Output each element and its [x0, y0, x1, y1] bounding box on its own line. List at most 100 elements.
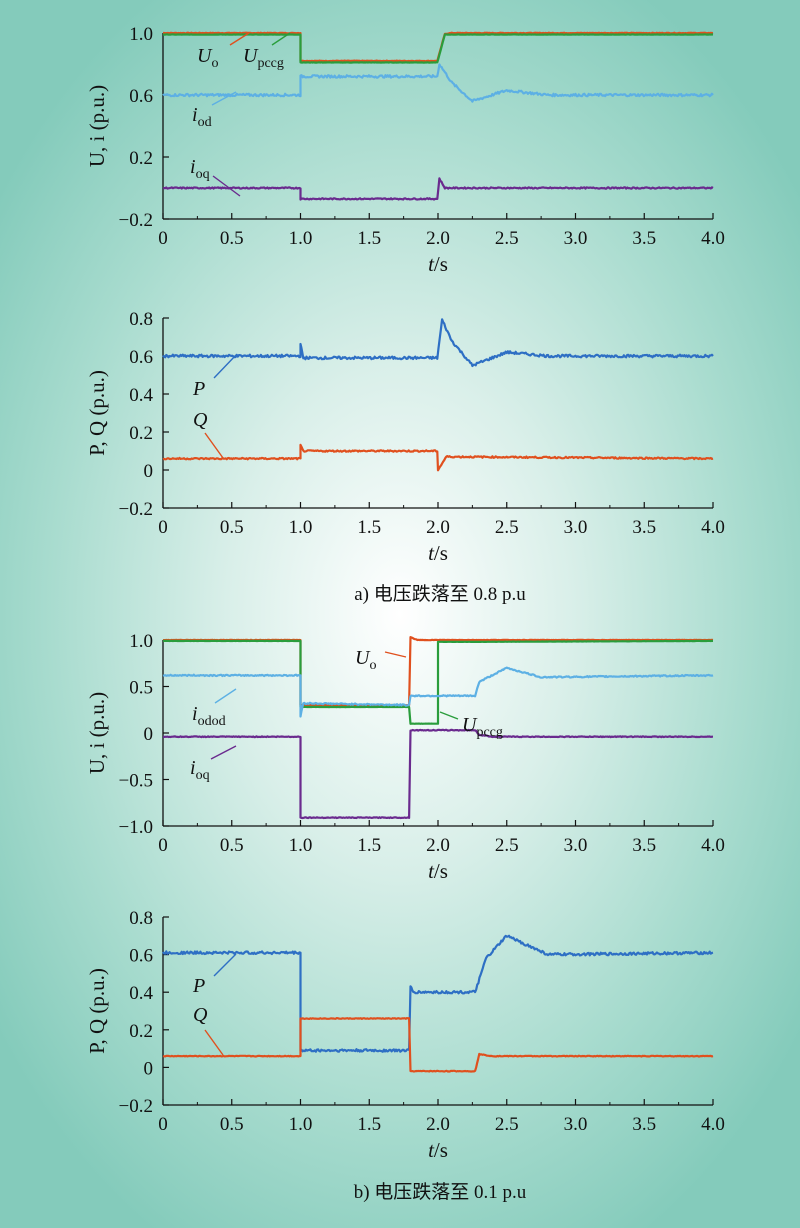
- y-tick-label: 0.5: [129, 678, 153, 699]
- series-label: iodod: [192, 703, 226, 729]
- x-tick-label: 2.0: [426, 517, 450, 538]
- label-leader-line: [229, 32, 250, 46]
- chart-panel: 0 0.5 1.0 1.5 2.0 2.5 3.0 3.5 4.00.80.60.40.20−0…: [85, 309, 725, 605]
- series-line-p: [162, 934, 714, 1053]
- y-tick-label: 0.6: [129, 946, 153, 967]
- series-label: P: [192, 975, 205, 997]
- x-tick-label: 1.5: [357, 228, 381, 249]
- x-tick-label: 3.0: [564, 517, 588, 538]
- x-tick-label: 1.0: [289, 517, 313, 538]
- y-tick-label: 0.2: [129, 148, 153, 169]
- series-label: Uo: [197, 45, 218, 71]
- y-tick-label: 0: [144, 724, 154, 745]
- label-leader-line: [271, 32, 291, 46]
- x-tick-label: 2.0: [426, 228, 450, 249]
- x-tick-label: 0: [158, 835, 168, 856]
- series-line-p: [162, 318, 714, 368]
- label-leader-line: [213, 953, 237, 977]
- y-tick-label: 0.2: [129, 423, 153, 444]
- x-tick-label: 2.5: [495, 1114, 519, 1135]
- x-tick-label: 0: [158, 1114, 168, 1135]
- y-tick-label: −0.2: [119, 210, 153, 231]
- y-tick-label: −1.0: [119, 817, 153, 838]
- x-tick-label: 4.0: [701, 1114, 725, 1135]
- x-tick-label: 4.0: [701, 517, 725, 538]
- series-line-i_odod: [162, 666, 714, 718]
- x-tick-label: 3.5: [632, 1114, 656, 1135]
- y-tick-label: −0.2: [119, 1096, 153, 1117]
- series-label: Uo: [355, 647, 376, 673]
- y-tick-label: 1.0: [129, 631, 153, 652]
- label-leader-line: [384, 651, 407, 658]
- series-label: Q: [193, 1004, 208, 1026]
- series-line-i_oq: [162, 177, 714, 201]
- chart-panel: 0 0.5 1.0 1.5 2.0 2.5 3.0 3.5 4.0 1.0 0.5 0 −0.5 −1.0…: [85, 631, 725, 883]
- label-leader-line: [439, 711, 459, 720]
- x-tick-label: 0.5: [220, 835, 244, 856]
- y-tick-label: 0: [144, 1058, 154, 1079]
- y-tick-label: 0.8: [129, 309, 153, 330]
- y-tick-label: 0.8: [129, 908, 153, 929]
- series-label: iod: [192, 104, 212, 130]
- x-tick-label: 2.5: [495, 228, 519, 249]
- y-axis-title: P, Q (p.u.): [85, 370, 109, 456]
- figure-caption: b) 电压跌落至 0.1 p.u: [354, 1181, 527, 1203]
- chart-panel: 0 0.5 1.0 1.5 2.0 2.5 3.0 3.5 4.00.80.60.40.20−0…: [85, 908, 725, 1203]
- series-line-i_od: [162, 63, 714, 103]
- label-leader-line: [210, 745, 237, 760]
- label-leader-line: [213, 354, 237, 379]
- x-axis-title: t/s: [428, 859, 448, 883]
- y-tick-label: 0: [144, 461, 154, 482]
- y-tick-label: −0.5: [119, 771, 153, 792]
- x-tick-label: 1.0: [289, 835, 313, 856]
- y-tick-label: 0.6: [129, 86, 153, 107]
- x-tick-label: 1.0: [289, 1114, 313, 1135]
- x-axis-title: t/s: [428, 1138, 448, 1162]
- x-tick-label: 3.0: [564, 1114, 588, 1135]
- x-tick-label: 3.5: [632, 228, 656, 249]
- series-label: Upccg: [462, 714, 503, 740]
- y-axis-title: U, i (p.u.): [85, 692, 109, 774]
- x-tick-label: 3.5: [632, 517, 656, 538]
- x-tick-label: 2.0: [426, 1114, 450, 1135]
- x-tick-label: 1.5: [357, 517, 381, 538]
- label-leader-line: [211, 91, 237, 106]
- x-tick-label: 0.5: [220, 228, 244, 249]
- y-tick-label: 0.4: [129, 385, 153, 406]
- y-tick-label: 0.4: [129, 983, 153, 1004]
- x-axis-title: t/s: [428, 252, 448, 276]
- label-leader-line: [204, 432, 224, 459]
- y-axis-title: U, i (p.u.): [85, 85, 109, 167]
- series-label: Q: [193, 409, 208, 431]
- series-line-u_pccg: [163, 33, 714, 64]
- series-line-u_pccg: [163, 639, 714, 725]
- x-tick-label: 1.5: [357, 1114, 381, 1135]
- x-axis-title: t/s: [428, 541, 448, 565]
- y-tick-label: −0.2: [119, 499, 153, 520]
- series-label: Upccg: [243, 45, 284, 71]
- series-label: P: [192, 378, 205, 400]
- y-axis-title: P, Q (p.u.): [85, 968, 109, 1054]
- x-tick-label: 3.0: [564, 835, 588, 856]
- x-tick-label: 0.5: [220, 517, 244, 538]
- x-tick-label: 4.0: [701, 228, 725, 249]
- x-tick-label: 2.5: [495, 835, 519, 856]
- chart-panel: 0 0.5 1.0 1.5 2.0 2.5 3.0 3.5 4.0 1.0 0.6 0.2 −0.2 t/…: [85, 24, 725, 276]
- x-tick-label: 0: [158, 517, 168, 538]
- series-line-q: [162, 1016, 714, 1073]
- x-tick-label: 2.5: [495, 517, 519, 538]
- x-tick-label: 1.5: [357, 835, 381, 856]
- y-tick-label: 0.2: [129, 1021, 153, 1042]
- y-tick-label: 0.6: [129, 347, 153, 368]
- label-leader-line: [214, 688, 237, 704]
- x-tick-label: 2.0: [426, 835, 450, 856]
- series-label: ioq: [190, 156, 210, 182]
- figure-caption: a) 电压跌落至 0.8 p.u: [354, 583, 526, 605]
- x-tick-label: 1.0: [289, 228, 313, 249]
- x-tick-label: 4.0: [701, 835, 725, 856]
- label-leader-line: [204, 1029, 224, 1056]
- series-line-i_oq: [163, 728, 714, 820]
- x-tick-label: 0.5: [220, 1114, 244, 1135]
- series-label: ioq: [190, 757, 210, 783]
